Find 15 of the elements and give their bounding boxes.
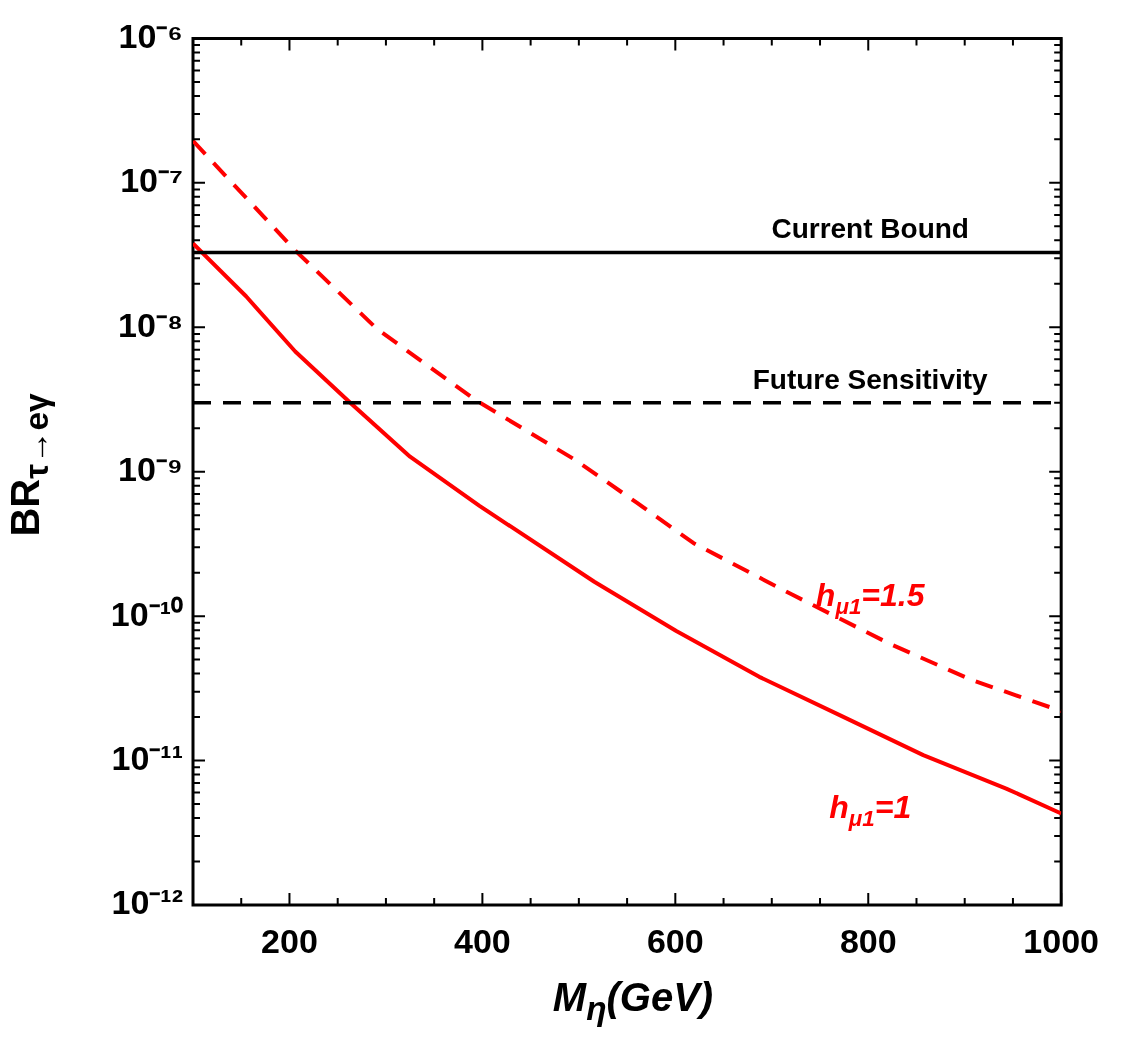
x-tick-label: 600 xyxy=(646,921,704,960)
x-tick-label: 200 xyxy=(261,921,318,960)
ref-line-label: Current Bound xyxy=(771,213,969,245)
x-tick-label: 1000 xyxy=(1023,921,1099,960)
ref-line-label: Future Sensitivity xyxy=(752,363,989,395)
y-tick-label: 10⁻¹⁰ xyxy=(110,594,183,633)
x-tick-label: 400 xyxy=(454,921,511,960)
x-tick-label: 800 xyxy=(839,921,897,960)
x-axis-title: M$_{η}$(GeV) xyxy=(551,974,715,1029)
y-tick-label: 10⁻¹² xyxy=(111,883,183,922)
y-tick-label: 10⁻⁹ xyxy=(118,450,183,489)
y-tick-label: 10⁻⁸ xyxy=(118,305,183,344)
y-tick-label: 10⁻⁷ xyxy=(120,161,183,200)
y-tick-label: 10⁻⁶ xyxy=(118,16,183,55)
y-tick-label: 10⁻¹¹ xyxy=(111,738,183,777)
